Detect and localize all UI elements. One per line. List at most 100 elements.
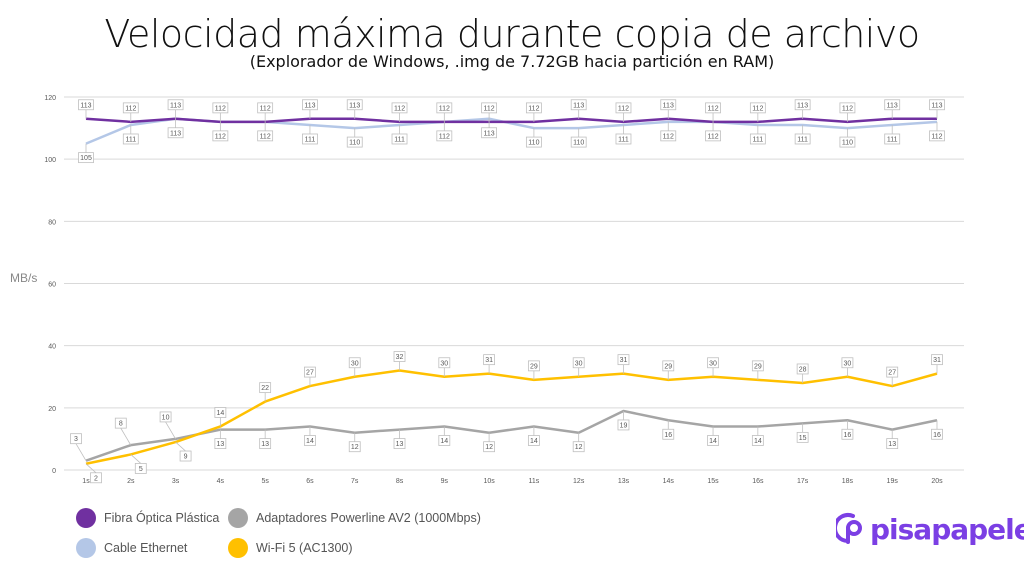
data-label-box (167, 127, 184, 139)
data-label: 27 (306, 370, 314, 377)
data-label: 110 (528, 140, 539, 147)
data-label-box (179, 450, 192, 462)
data-label: 111 (618, 136, 629, 143)
data-label: 112 (215, 105, 226, 112)
data-label: 112 (484, 105, 495, 112)
data-label: 113 (663, 102, 674, 109)
data-label-box (527, 360, 540, 372)
data-label: 2 (94, 475, 98, 482)
data-label: 110 (573, 140, 584, 147)
data-label-box (931, 354, 943, 366)
x-tick-label: 12s (573, 478, 585, 485)
x-tick-label: 17s (797, 478, 809, 485)
data-label: 111 (797, 136, 808, 143)
data-label: 27 (888, 370, 896, 377)
data-label: 29 (664, 363, 672, 370)
data-label-box (525, 102, 542, 114)
data-label-box (481, 102, 498, 114)
x-tick-label: 9s (441, 478, 449, 485)
data-label-box (617, 354, 630, 366)
data-label-box (841, 428, 854, 440)
x-tick-label: 6s (306, 478, 314, 485)
legend-item-wifi: Wi-Fi 5 (AC1300) (228, 538, 353, 558)
data-label: 32 (396, 354, 404, 361)
data-label: 30 (440, 360, 448, 367)
data-label: 10 (162, 414, 170, 421)
data-label: 30 (351, 360, 359, 367)
data-label: 112 (260, 105, 271, 112)
y-tick-label: 80 (48, 219, 56, 226)
data-label: 14 (440, 438, 448, 445)
data-label-box (438, 435, 451, 446)
data-label-box (481, 127, 498, 139)
data-label: 15 (799, 435, 807, 442)
y-tick-label: 60 (48, 282, 56, 289)
x-tick-label: 13s (618, 478, 630, 485)
data-label-box (707, 357, 719, 369)
data-label: 12 (485, 444, 493, 451)
data-label-box (212, 130, 229, 142)
data-label: 113 (887, 102, 898, 109)
data-label: 112 (439, 105, 450, 112)
x-tick-label: 7s (351, 478, 359, 485)
data-label-box (393, 438, 406, 449)
data-label-box (884, 133, 901, 145)
data-label-box (660, 99, 677, 111)
data-label-box (615, 102, 632, 114)
data-label-leader (130, 454, 142, 464)
data-label: 111 (753, 136, 764, 143)
data-label: 105 (80, 155, 92, 162)
data-label-box (525, 136, 542, 148)
data-label-box (886, 366, 899, 378)
data-label-box (436, 130, 453, 142)
data-label: 8 (119, 421, 123, 428)
data-label: 111 (394, 136, 405, 143)
data-label-box (391, 102, 408, 114)
data-label-box (348, 357, 361, 369)
data-label: 29 (754, 363, 762, 370)
x-tick-label: 1s (82, 478, 90, 485)
data-label-box (749, 133, 766, 145)
data-label-box (662, 360, 675, 372)
logo-p-icon (836, 513, 862, 544)
data-label-box (346, 136, 363, 148)
data-label-box (304, 435, 316, 446)
data-label: 112 (663, 133, 674, 140)
x-tick-label: 20s (931, 478, 943, 485)
data-label: 110 (349, 140, 360, 147)
data-label-box (570, 99, 587, 111)
legend-label: Cable Ethernet (104, 541, 188, 555)
data-label: 13 (216, 441, 224, 448)
data-label-leader (85, 463, 97, 474)
data-label-leader (175, 441, 186, 452)
x-tick-label: 8s (396, 478, 404, 485)
x-tick-label: 18s (842, 478, 854, 485)
data-label-box (391, 133, 408, 145)
data-label: 113 (931, 102, 942, 109)
data-label: 3 (74, 436, 78, 443)
legend-marker (76, 538, 96, 558)
data-label-box (929, 130, 945, 142)
data-label-box (707, 435, 719, 446)
data-label: 14 (306, 438, 314, 445)
data-label: 14 (709, 438, 717, 445)
data-label-box (794, 99, 811, 111)
data-label-leader (75, 443, 87, 461)
data-label-box (259, 438, 272, 449)
data-label: 31 (933, 357, 941, 364)
data-label-box (259, 382, 272, 394)
data-label: 113 (80, 102, 91, 109)
legend-label: Fibra Óptica Plástica (104, 511, 220, 525)
data-label-box (214, 438, 227, 449)
x-tick-label: 5s (261, 478, 269, 485)
data-label-box (483, 441, 496, 453)
data-label-box (302, 133, 318, 145)
data-label: 30 (844, 360, 852, 367)
data-label: 31 (620, 357, 628, 364)
data-label-box (705, 102, 721, 114)
data-label: 112 (394, 105, 405, 112)
data-label-box (570, 136, 587, 148)
data-label: 14 (216, 410, 224, 417)
data-label-box (78, 99, 94, 111)
legend-marker (228, 538, 248, 558)
